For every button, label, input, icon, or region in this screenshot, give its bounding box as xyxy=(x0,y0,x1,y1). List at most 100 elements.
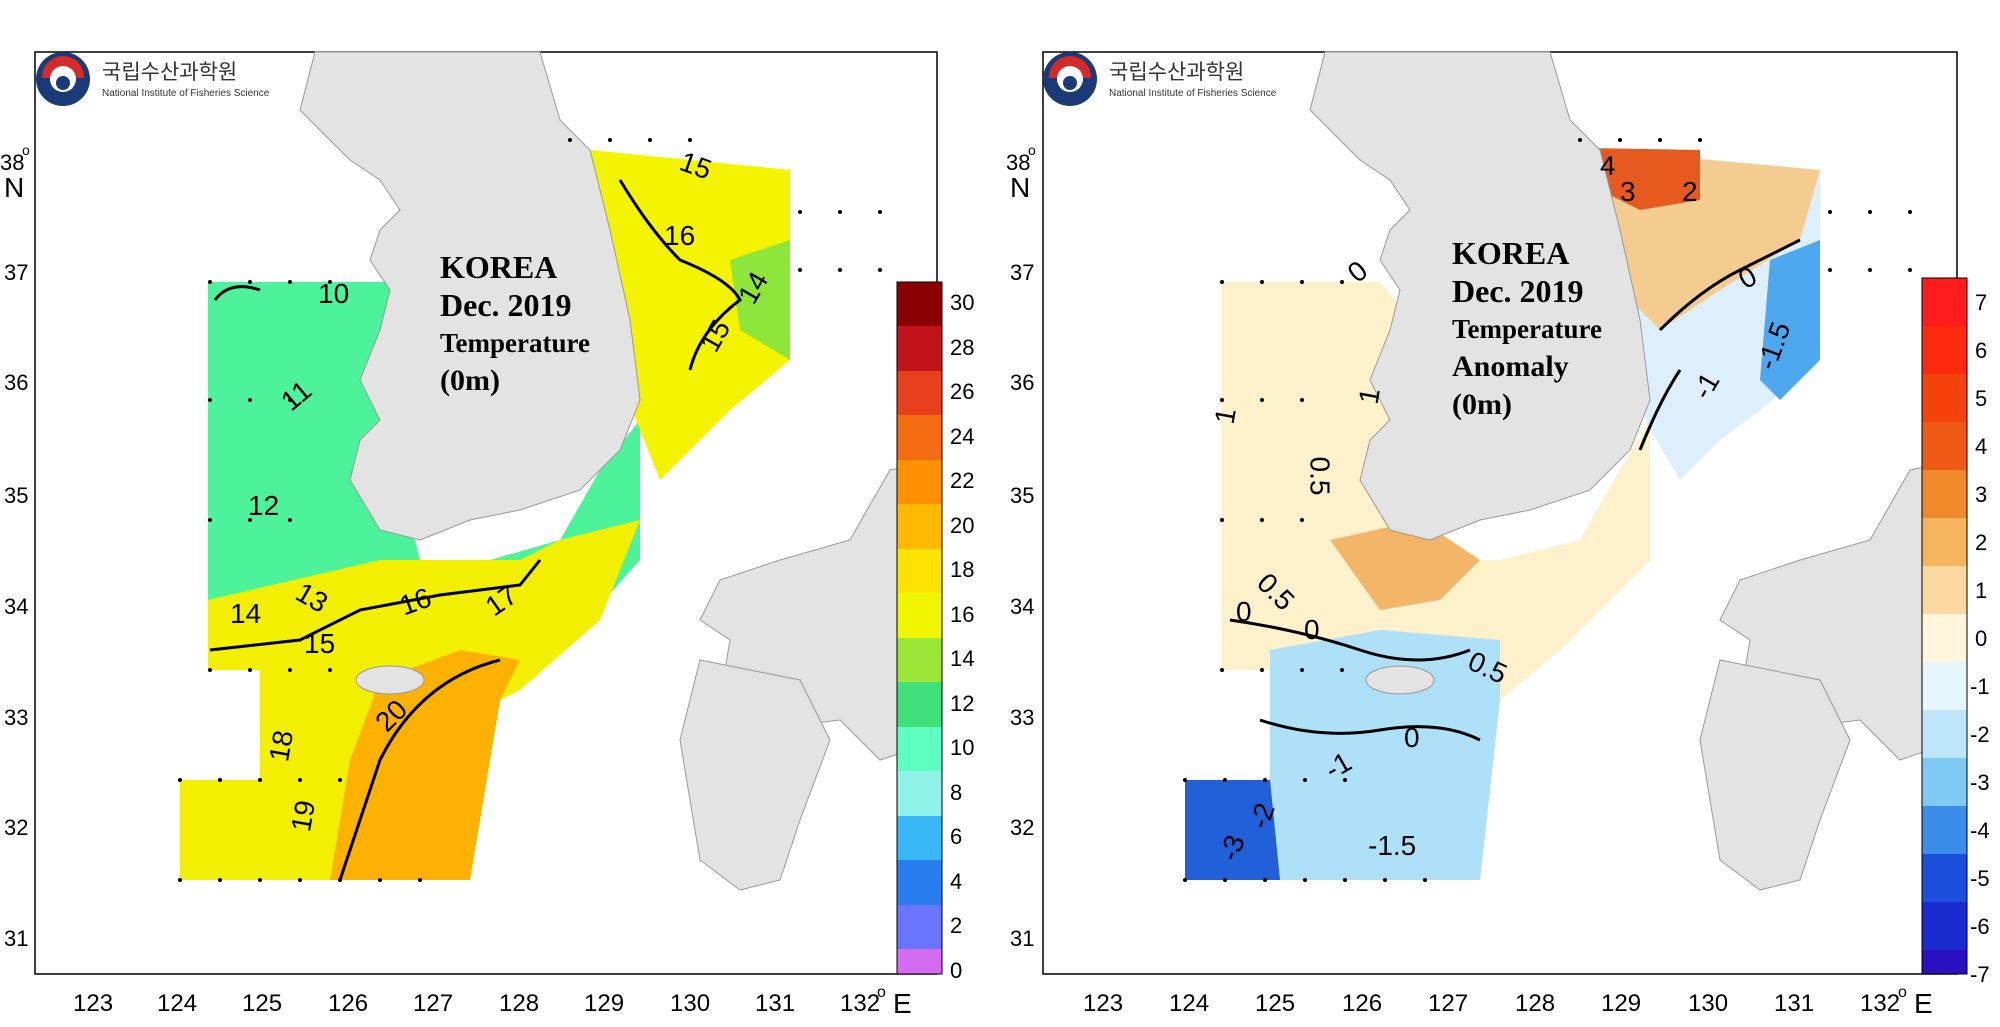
colorbar-tick: 6 xyxy=(950,824,963,849)
colorbar-tick: 30 xyxy=(950,290,975,315)
contour-label: 16 xyxy=(664,220,696,251)
lon-tick: 124 xyxy=(1169,990,1210,1017)
map-title: KOREA Dec. 2019 Temperature (0m) xyxy=(440,248,590,400)
lat-tick: 36 xyxy=(4,370,29,395)
contour-label: 2 xyxy=(1682,176,1698,207)
kyushu-landmass xyxy=(679,659,831,891)
contour-label: 14 xyxy=(230,598,262,629)
contour-line xyxy=(618,179,742,371)
contour-label: 4 xyxy=(1600,150,1616,181)
colorbar-tick: 14 xyxy=(950,646,975,671)
colorbar-tick: -3 xyxy=(1970,770,1990,795)
lat-tick: 35 xyxy=(1010,483,1035,508)
lon-tick: 129 xyxy=(1601,990,1642,1017)
contour-label: -1.5 xyxy=(1368,830,1417,861)
contour-label: 0 xyxy=(1404,722,1420,753)
lat-tick: 38 xyxy=(0,150,25,175)
east-sea-green xyxy=(730,240,790,360)
temperature-map xyxy=(34,51,943,975)
colorbar-tick: 7 xyxy=(1975,290,1988,315)
logo-english-name: National Institute of Fisheries Science xyxy=(102,88,270,99)
colorbar-tick: 12 xyxy=(950,691,975,716)
contour-line xyxy=(338,658,501,881)
colorbar-tick: 0 xyxy=(1975,626,1988,651)
temperature-map-panel: 123 124 125 126 127 128 129 130 131 132 … xyxy=(0,51,975,1019)
colorbar-tick: -2 xyxy=(1970,722,1990,747)
lon-tick: 132 xyxy=(840,990,881,1017)
colorbar-tick: -7 xyxy=(1970,962,1990,987)
lon-tick: 126 xyxy=(328,990,369,1017)
nifs-emblem-icon xyxy=(36,52,90,106)
title-line: KOREA xyxy=(440,249,558,285)
lat-tick: 34 xyxy=(1010,594,1035,619)
contour-label: 0 xyxy=(1236,596,1252,627)
colorbar-tick: -1 xyxy=(1970,674,1990,699)
lon-tick: 128 xyxy=(499,990,540,1017)
contour-label: 10 xyxy=(318,278,350,309)
colorbar-tick: 3 xyxy=(1975,482,1988,507)
map-title: KOREA Dec. 2019 Temperature Anomaly (0m) xyxy=(1452,234,1602,424)
jeju-island xyxy=(1365,665,1435,695)
east-label: E xyxy=(893,988,912,1019)
contour-line xyxy=(1259,718,1481,742)
lat-tick: 36 xyxy=(1010,370,1035,395)
title-line: Dec. 2019 xyxy=(1452,273,1584,309)
contour-label: 12 xyxy=(248,490,280,521)
title-line: Temperature xyxy=(1452,314,1602,344)
colorbar-tick: 24 xyxy=(950,424,975,449)
station-dots xyxy=(1183,138,1912,882)
colorbar-tick: 2 xyxy=(1975,530,1988,555)
logo-korean-name: 국립수산과학원 xyxy=(1109,60,1245,84)
nifs-emblem-icon xyxy=(1043,52,1097,106)
lon-tick: 130 xyxy=(1688,990,1729,1017)
kyushu-landmass xyxy=(1699,659,1851,891)
korean-peninsula xyxy=(299,51,641,541)
southwest-warm-field xyxy=(1330,520,1480,610)
lat-tick: 32 xyxy=(4,815,29,840)
degree-symbol: o xyxy=(1028,142,1036,158)
lon-tick: 125 xyxy=(1255,990,1296,1017)
lon-tick: 123 xyxy=(73,990,114,1017)
contour-line xyxy=(209,559,542,652)
lon-tick: 126 xyxy=(1342,990,1383,1017)
lat-tick: 33 xyxy=(4,705,29,730)
degree-symbol: o xyxy=(22,142,30,158)
lat-tick: 31 xyxy=(4,926,29,951)
contour-label: 0.5 xyxy=(1304,456,1336,496)
title-line: Dec. 2019 xyxy=(440,287,572,323)
lon-tick: 130 xyxy=(670,990,711,1017)
jeju-island xyxy=(355,665,425,695)
contour-line xyxy=(1229,618,1471,662)
title-line: Anomaly xyxy=(1452,350,1569,383)
logo-korean-name: 국립수산과학원 xyxy=(102,60,238,84)
colorbar-tick: 2 xyxy=(950,913,963,938)
title-line: (0m) xyxy=(1452,388,1512,421)
east-label: E xyxy=(1914,988,1933,1019)
colorbar-tick: -6 xyxy=(1970,914,1990,939)
lat-tick: 35 xyxy=(4,483,29,508)
lat-tick: 33 xyxy=(1010,705,1035,730)
lon-tick: 128 xyxy=(1515,990,1556,1017)
lon-tick: 132 xyxy=(1860,990,1901,1017)
korean-peninsula xyxy=(1309,51,1651,541)
contour-line xyxy=(213,285,261,301)
colorbar-tick: 8 xyxy=(950,780,963,805)
lat-tick: 37 xyxy=(1010,260,1035,285)
colorbar-tick: 4 xyxy=(950,869,963,894)
nifs-logo: 국립수산과학원 National Institute of Fisheries … xyxy=(1043,52,1343,112)
south-deep-cool-field xyxy=(1185,780,1280,880)
anomaly-colorbar xyxy=(1921,277,1968,975)
colorbar-tick: 22 xyxy=(950,468,975,493)
lon-tick: 129 xyxy=(584,990,625,1017)
title-line: KOREA xyxy=(1452,235,1570,271)
lat-tick: 31 xyxy=(1010,926,1035,951)
contour-label: 3 xyxy=(1620,176,1636,207)
contour-label: 18 xyxy=(263,727,300,764)
colorbar-tick: 10 xyxy=(950,735,975,760)
lon-tick: 127 xyxy=(1428,990,1469,1017)
anomaly-map-panel: 123 124 125 126 127 128 129 130 131 132 … xyxy=(1000,0,2000,1027)
contour-line xyxy=(1658,238,1801,332)
colorbar-tick: 4 xyxy=(1975,434,1988,459)
nifs-logo: 국립수산과학원 National Institute of Fisheries … xyxy=(36,52,336,112)
lon-tick: 125 xyxy=(242,990,283,1017)
